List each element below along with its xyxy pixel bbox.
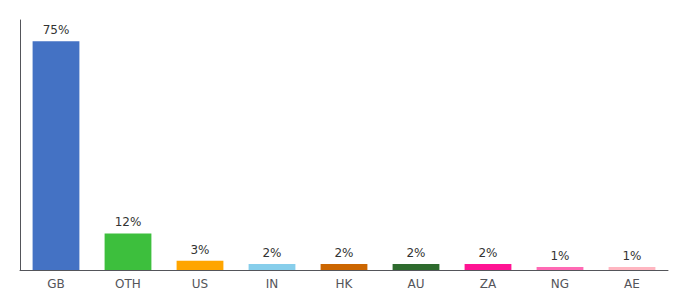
svg-text:2%: 2% (478, 246, 497, 260)
svg-text:AU: AU (408, 277, 425, 291)
svg-text:75%: 75% (43, 23, 70, 37)
svg-text:NG: NG (551, 277, 569, 291)
svg-text:HK: HK (336, 277, 354, 291)
svg-text:US: US (192, 277, 208, 291)
svg-text:AE: AE (624, 277, 640, 291)
svg-text:12%: 12% (115, 215, 142, 229)
svg-text:ZA: ZA (480, 277, 497, 291)
svg-text:IN: IN (266, 277, 279, 291)
svg-text:1%: 1% (550, 249, 569, 263)
svg-text:2%: 2% (406, 246, 425, 260)
svg-text:3%: 3% (190, 243, 209, 257)
svg-text:2%: 2% (262, 246, 281, 260)
svg-text:2%: 2% (334, 246, 353, 260)
svg-text:1%: 1% (622, 249, 641, 263)
svg-text:GB: GB (47, 277, 65, 291)
svg-text:OTH: OTH (115, 277, 141, 291)
